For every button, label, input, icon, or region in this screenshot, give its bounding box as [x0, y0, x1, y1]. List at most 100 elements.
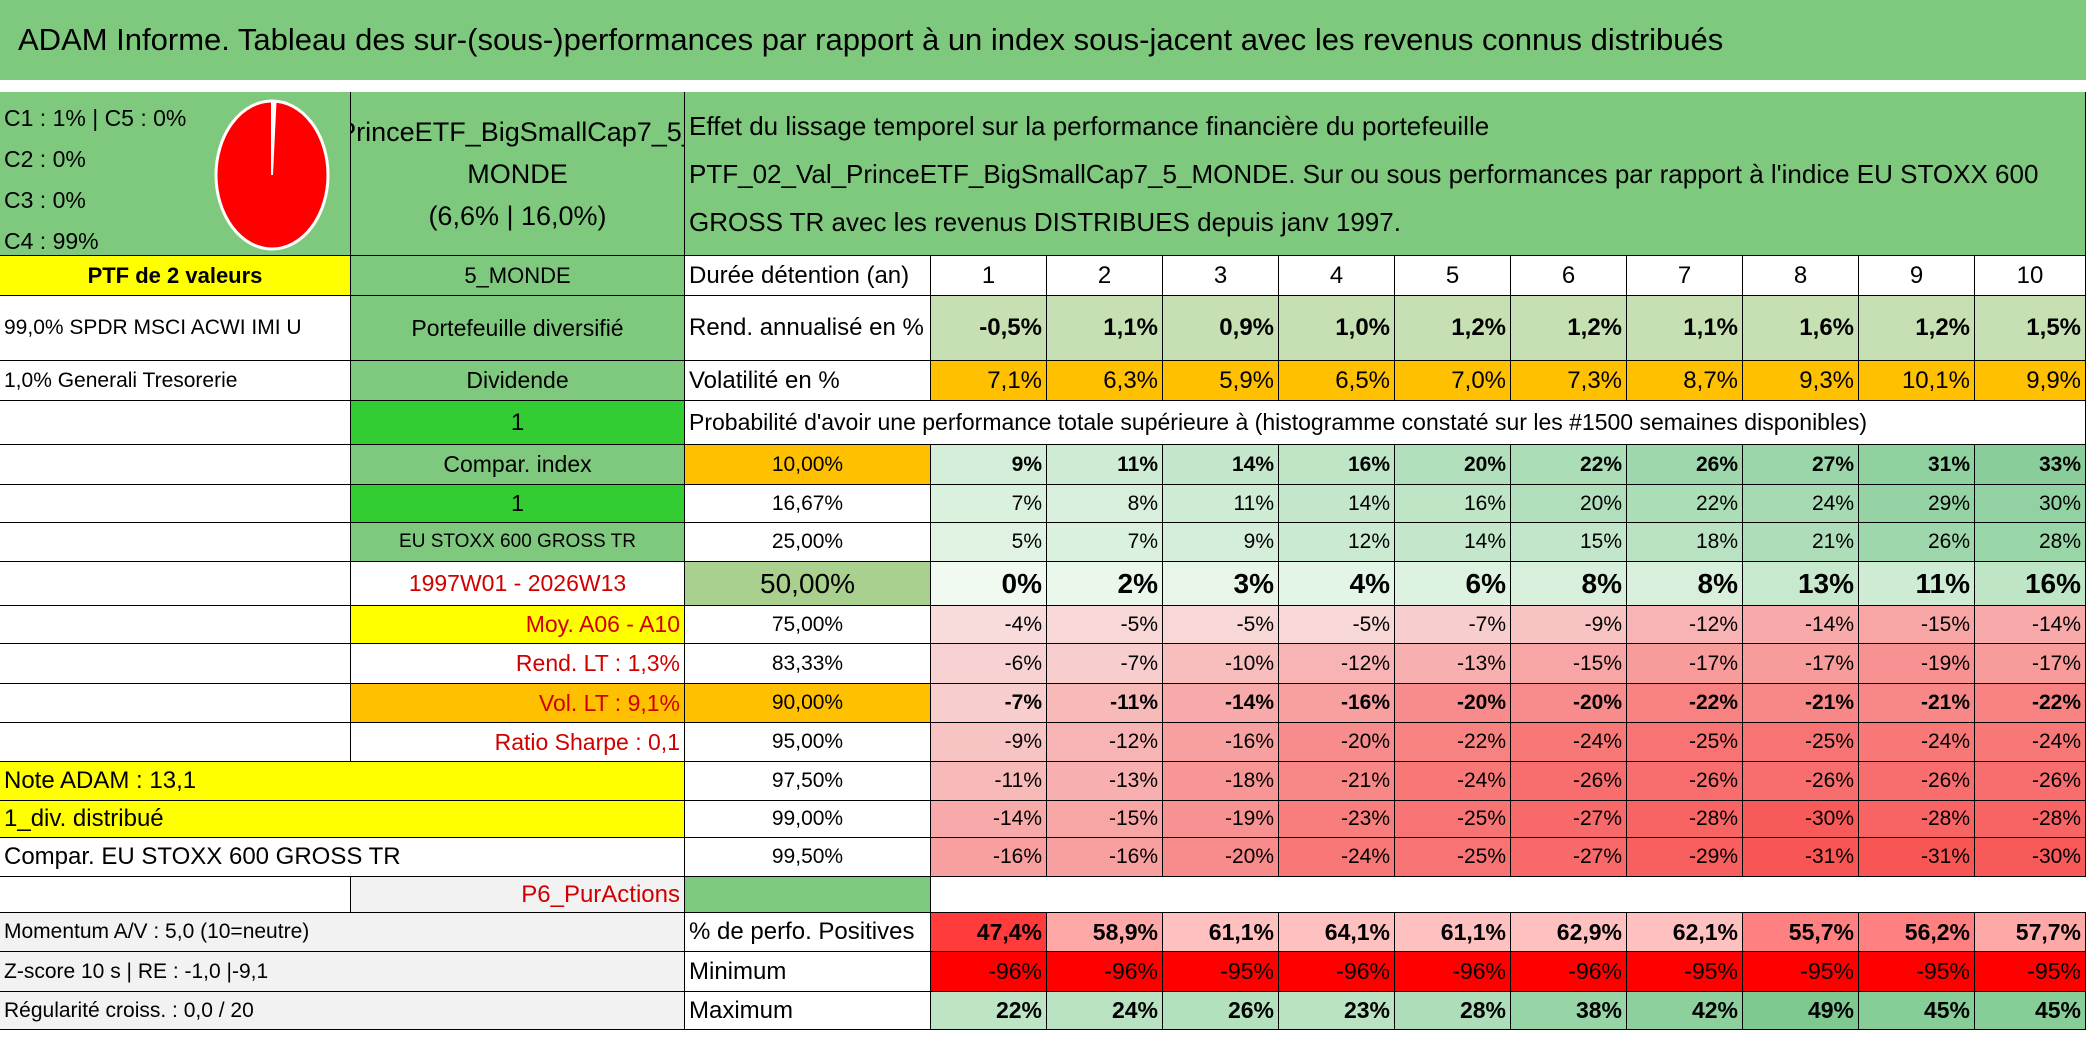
- quantile-value-text: -31%: [1920, 845, 1970, 868]
- quantile-value: -21%: [1279, 762, 1395, 801]
- year-header: 7: [1627, 256, 1743, 296]
- momentum-label: Momentum A/V : 5,0 (10=neutre): [0, 913, 685, 952]
- quantile-value-text: -30%: [1804, 807, 1854, 830]
- year-header: 8: [1743, 256, 1859, 296]
- info-row: 1_div. distribué: [0, 801, 685, 838]
- quantile-value: 11%: [1859, 562, 1975, 606]
- min-value-text: -95%: [1916, 958, 1970, 984]
- quantile-value: 9%: [1163, 523, 1279, 562]
- quantile-value-text: 26%: [1927, 530, 1970, 553]
- max-value: 26%: [1163, 992, 1279, 1030]
- quantile-value: -9%: [1511, 606, 1627, 644]
- quantile-value: -17%: [1627, 644, 1743, 684]
- max-value: 23%: [1279, 992, 1395, 1030]
- quantile-value: -28%: [1859, 801, 1975, 838]
- quantile-value: -25%: [1627, 723, 1743, 762]
- quantile-value: 16%: [1975, 562, 2086, 606]
- quantile-value-text: -24%: [1456, 769, 1506, 792]
- quantile-value-text: -27%: [1572, 845, 1622, 868]
- quantile-value-text: -14%: [992, 807, 1042, 830]
- quantile-value: -17%: [1743, 644, 1859, 684]
- quantile-value-text: 16%: [1463, 491, 1506, 515]
- rend-value: 1,2%: [1859, 296, 1975, 361]
- quantile-value: -18%: [1163, 762, 1279, 801]
- quantile-value: -6%: [931, 644, 1047, 684]
- pos-value-text: 62,1%: [1672, 918, 1738, 945]
- momentum-label-text: Momentum A/V : 5,0 (10=neutre): [4, 920, 310, 943]
- dividend-label: Dividende: [351, 361, 685, 401]
- fund-info: Compar. index: [351, 445, 685, 485]
- quantile-value: -27%: [1511, 801, 1627, 838]
- max-value: 42%: [1627, 992, 1743, 1030]
- quantile-value: -16%: [1279, 684, 1395, 723]
- info-row-text: Note ADAM : 13,1: [4, 767, 197, 794]
- quantile-value-text: -22%: [2031, 691, 2081, 714]
- rend-value-text: 1,2%: [1915, 314, 1970, 341]
- quantile-value: 16%: [1395, 485, 1511, 523]
- quantile-value: 26%: [1859, 523, 1975, 562]
- quantile-label-text: 90,00%: [771, 691, 844, 714]
- max-value-text: 22%: [995, 997, 1042, 1023]
- vol-label: Volatilité en %: [685, 361, 931, 401]
- quantile-value: -5%: [1163, 606, 1279, 644]
- min-value: -96%: [1511, 952, 1627, 992]
- quantile-value-text: -14%: [1804, 612, 1854, 636]
- quantile-value: -12%: [1047, 723, 1163, 762]
- quantile-value: -4%: [931, 606, 1047, 644]
- min-value-text: -95%: [2027, 958, 2081, 984]
- quantile-value: 6%: [1395, 562, 1511, 606]
- quantile-value-text: -19%: [1920, 651, 1970, 675]
- quantile-value-text: -13%: [1456, 651, 1506, 675]
- min-label-text: Minimum: [689, 957, 787, 985]
- pos-label: % de perfo. Positives: [685, 913, 931, 952]
- quantile-value-text: -12%: [1340, 651, 1390, 675]
- quantile-value-text: -22%: [1456, 730, 1506, 753]
- quantile-value: 21%: [1743, 523, 1859, 562]
- quantile-value-text: -24%: [1572, 730, 1622, 753]
- quantile-value: 20%: [1511, 485, 1627, 523]
- legend-line: C3 : 0%: [4, 187, 86, 213]
- quantile-value: -19%: [1859, 644, 1975, 684]
- quantile-value-text: 31%: [1927, 452, 1970, 476]
- quantile-label: 97,50%: [685, 762, 931, 801]
- empty-cell: [0, 606, 351, 644]
- rend-value-text: 1,2%: [1567, 314, 1622, 341]
- quantile-value-text: -20%: [1224, 845, 1274, 868]
- quantile-value: 11%: [1047, 445, 1163, 485]
- quantile-value: -26%: [1859, 762, 1975, 801]
- quantile-value: -24%: [1395, 762, 1511, 801]
- quantile-value: 16%: [1279, 445, 1395, 485]
- quantile-value-text: 27%: [1811, 452, 1854, 476]
- quantile-value: -25%: [1395, 801, 1511, 838]
- vol-value: 10,1%: [1859, 361, 1975, 401]
- quantile-value-text: -21%: [1804, 691, 1854, 714]
- quantile-value-text: -24%: [1920, 730, 1970, 753]
- quantile-value: -20%: [1279, 723, 1395, 762]
- rend-label-text: Rend. annualisé en %: [689, 314, 924, 341]
- min-value: -95%: [1975, 952, 2086, 992]
- quantile-value: -13%: [1047, 762, 1163, 801]
- quantile-value-text: -26%: [1688, 769, 1738, 792]
- quantile-value: -31%: [1859, 838, 1975, 877]
- quantile-value: 24%: [1743, 485, 1859, 523]
- quantile-value: 9%: [931, 445, 1047, 485]
- year-header: 1: [931, 256, 1047, 296]
- legend-line: C1 : 1% | C5 : 0%: [4, 105, 187, 131]
- min-value: -95%: [1627, 952, 1743, 992]
- quantile-value: 14%: [1163, 445, 1279, 485]
- quantile-value-text: 8%: [1697, 567, 1738, 599]
- fund-type: Portefeuille diversifié: [351, 296, 685, 361]
- quantile-value: 18%: [1627, 523, 1743, 562]
- vol-value-text: 7,1%: [987, 366, 1042, 394]
- quantile-value-text: -15%: [1572, 651, 1622, 675]
- quantile-value-text: -26%: [1572, 769, 1622, 792]
- quantile-value: -26%: [1975, 762, 2086, 801]
- quantile-value: -26%: [1511, 762, 1627, 801]
- quantile-value-text: -9%: [1584, 612, 1622, 636]
- quantile-value-text: -17%: [1804, 651, 1854, 675]
- quantile-value: -9%: [931, 723, 1047, 762]
- quantile-value: -7%: [1395, 606, 1511, 644]
- holding-row: 99,0% SPDR MSCI ACWI IMI U: [0, 296, 351, 361]
- year-header: 4: [1279, 256, 1395, 296]
- max-value-text: 42%: [1691, 997, 1738, 1023]
